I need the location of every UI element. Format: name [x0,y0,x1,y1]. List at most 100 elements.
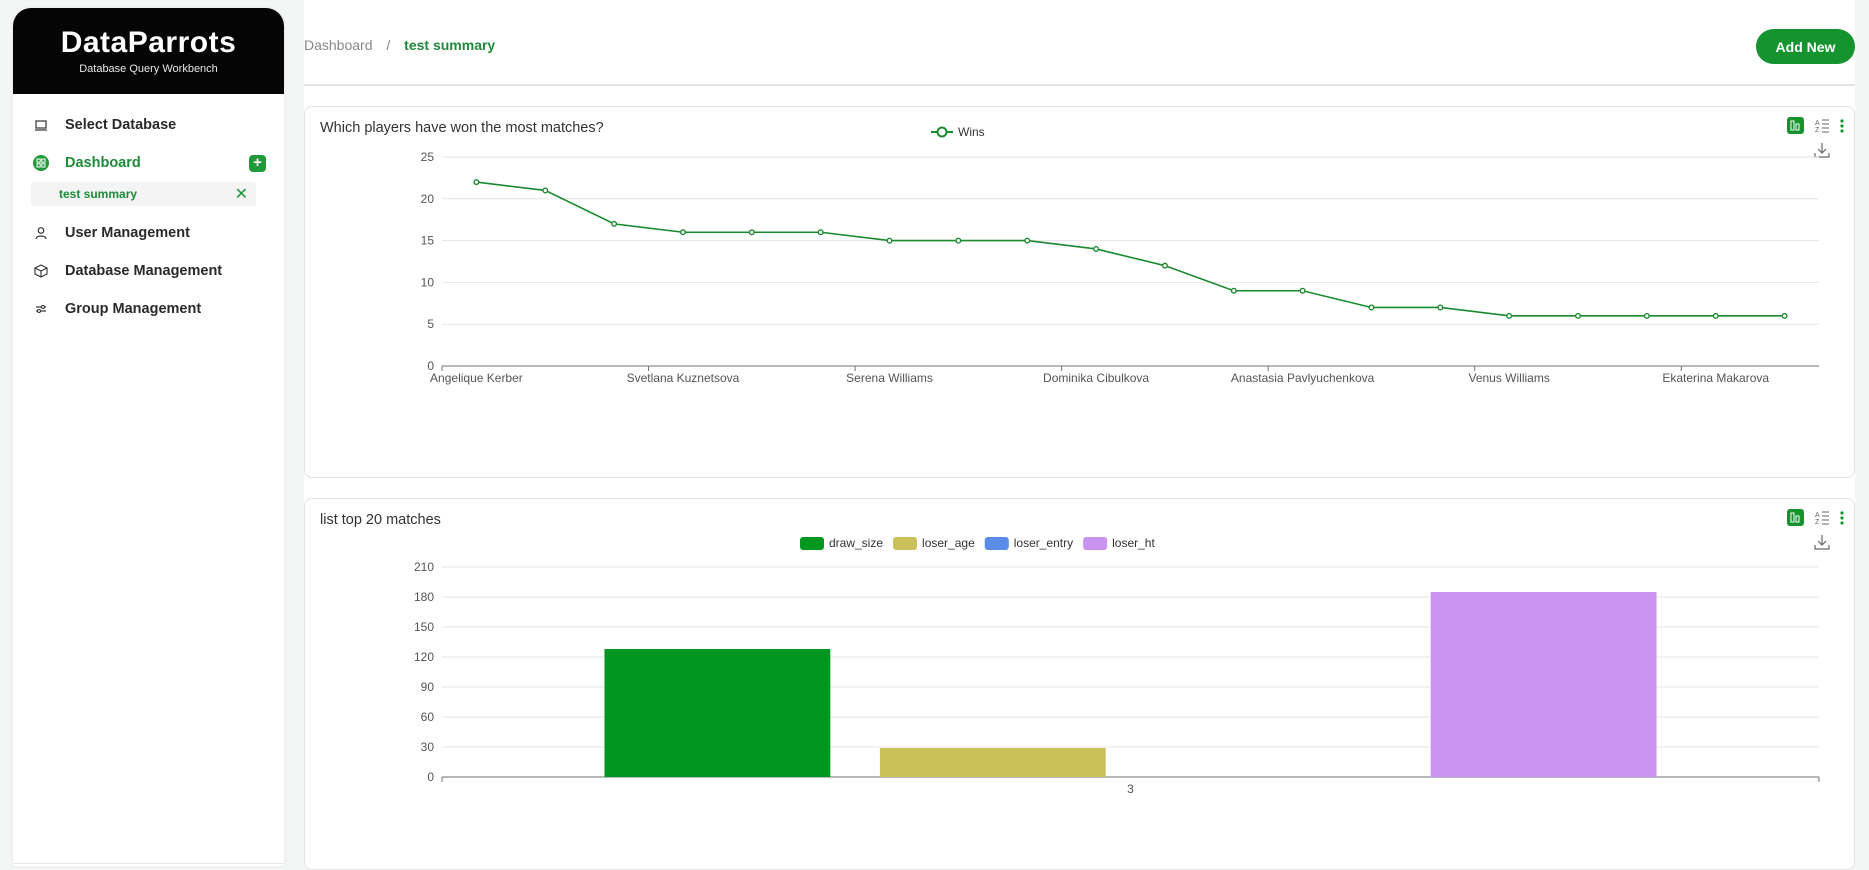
y-tick-label: 15 [421,234,435,248]
y-tick-label: 120 [414,650,434,664]
sidebar-item-database-management[interactable]: Database Management [13,252,284,290]
y-tick-label: 60 [421,710,435,724]
svg-text:A: A [1815,512,1820,519]
data-point [1161,262,1168,269]
data-point [611,220,618,227]
legend-marker [936,126,948,138]
x-tick-label: Serena Williams [846,371,933,385]
x-tick-label: Ekaterina Makarova [1662,371,1769,385]
data-point [748,229,755,236]
sidebar-item-select-database[interactable]: Select Database [13,106,284,144]
data-point [1024,237,1031,244]
bar-draw-size [604,649,831,777]
cube-icon [31,261,51,281]
main-content: Dashboard / test summary Add New Which p… [304,0,1855,870]
legend-swatch [1083,537,1108,550]
sidebar: DataParrots Database Query Workbench Sel… [13,8,284,866]
y-tick-label: 25 [421,150,435,164]
data-point [1368,304,1375,311]
legend-swatch [893,537,918,550]
app-subtitle: Database Query Workbench [79,63,218,75]
close-icon[interactable]: ✕ [234,186,248,203]
sidebar-item-dashboard[interactable]: Dashboard + [13,144,284,182]
add-dashboard-button[interactable]: + [249,154,266,172]
database-select-icon [31,115,51,135]
x-tick-label: Svetlana Kuznetsova [627,371,740,385]
download-icon[interactable] [1814,534,1830,555]
data-point [1437,304,1444,311]
data-point [1575,312,1582,319]
sidebar-item-label: Dashboard [65,155,141,171]
legend-label: loser_ht [1112,536,1155,550]
user-icon [31,223,51,243]
bar-loser-ht [1430,592,1657,777]
chart-view-toggle-icon[interactable] [1787,509,1804,526]
data-point [542,187,549,194]
data-point [1230,287,1237,294]
y-tick-label: 0 [427,359,434,373]
brand-header: DataParrots Database Query Workbench [13,8,284,94]
chart-card: Which players have won the most matches?… [304,106,1855,478]
download-icon[interactable] [1814,142,1830,163]
legend-label: loser_age [922,536,975,550]
sidebar-item-user-management[interactable]: User Management [13,214,284,252]
sidebar-item-label: Database Management [65,263,223,279]
sidebar-item-group-management[interactable]: Group Management [13,290,284,328]
sidebar-item-label: Select Database [65,117,177,133]
y-tick-label: 10 [421,275,435,289]
legend-label: draw_size [829,536,883,550]
svg-text:Z: Z [1815,127,1820,133]
y-tick-label: 180 [414,590,434,604]
app-logo: DataParrots [60,26,237,59]
page-header: Dashboard / test summary Add New [304,0,1855,86]
x-tick-label: Angelique Kerber [430,371,523,385]
breadcrumb: Dashboard / test summary [304,37,495,53]
series-line-wins [476,181,1785,317]
legend-label: loser_entry [1014,536,1073,550]
legend-swatch [984,537,1009,550]
divider [13,863,284,864]
y-tick-label: 20 [421,192,435,206]
data-point [886,237,893,244]
data-point [679,229,686,236]
card-title: list top 20 matches [320,512,441,528]
y-tick-label: 210 [414,560,434,574]
x-tick-label: 3 [1127,782,1134,796]
sidebar-nav: Select Database Dashboard + test summary… [13,94,284,328]
legend-swatch [800,537,824,550]
data-point [1299,287,1306,294]
y-tick-label: 90 [421,680,435,694]
add-new-button[interactable]: Add New [1756,29,1855,64]
data-point [473,179,480,186]
chart-view-toggle-icon[interactable] [1787,117,1804,134]
bar-loser-age [879,748,1106,777]
data-point [1781,312,1788,319]
y-tick-label: 5 [427,317,434,331]
y-tick-label: 150 [414,620,434,634]
data-point [1093,245,1100,252]
svg-text:A: A [1815,120,1820,127]
more-options-icon[interactable] [1840,117,1844,133]
data-point [817,229,824,236]
breadcrumb-separator: / [386,37,391,53]
card-title: Which players have won the most matches? [320,120,604,136]
x-tick-label: Dominika Cibulkova [1043,371,1149,385]
group-icon [31,299,51,319]
breadcrumb-item-dashboard[interactable]: Dashboard [304,37,373,53]
sidebar-subitem-test-summary[interactable]: test summary ✕ [31,182,256,206]
x-tick-label: Anastasia Pavlyuchenkova [1231,371,1375,385]
line-chart: 0 5 10 15 20 25 Angelique Kerber Svetlana Kuzne… [421,125,1819,385]
svg-text:Z: Z [1815,519,1820,525]
data-point [1712,312,1719,319]
legend-label: Wins [958,125,985,139]
sidebar-item-label: User Management [65,225,190,241]
breadcrumb-item-current: test summary [404,37,496,53]
x-tick-label: Venus Williams [1468,371,1549,385]
more-options-icon[interactable] [1840,509,1844,525]
data-point [1643,312,1650,319]
